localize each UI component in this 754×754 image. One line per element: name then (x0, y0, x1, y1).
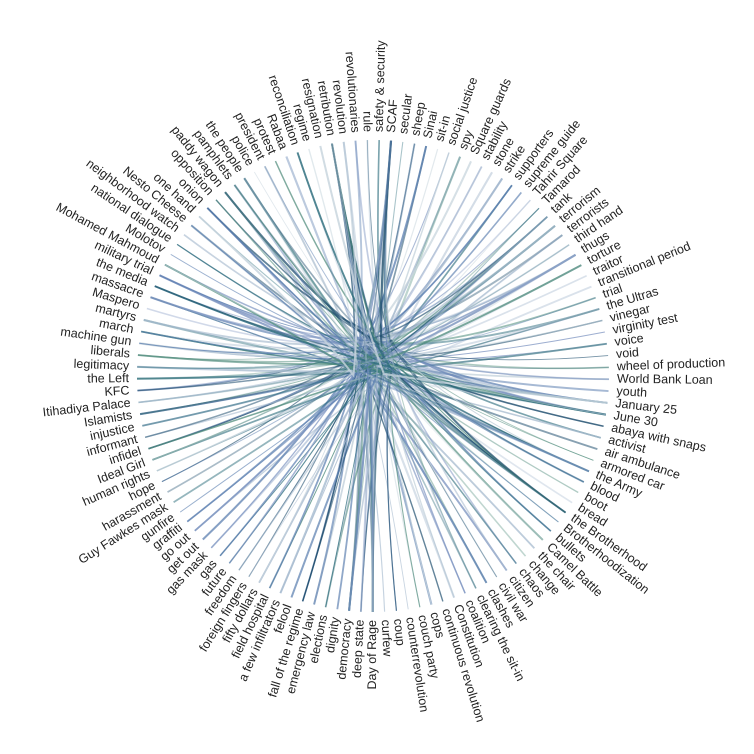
edge (198, 141, 358, 378)
node-label: cops (427, 610, 447, 639)
edge (167, 184, 376, 493)
edge (354, 140, 590, 473)
node-label: void (615, 345, 639, 361)
edge (190, 224, 590, 472)
node-label: curfew (379, 619, 395, 657)
node-label: revolutionaries (343, 51, 363, 133)
edge (234, 184, 548, 360)
node-label: dignity (323, 615, 342, 654)
node-label: wheel of production (616, 355, 726, 373)
edges (137, 140, 609, 613)
edge (224, 191, 600, 374)
node-label: spy (456, 128, 476, 152)
node-label: march (98, 316, 135, 336)
edge (243, 177, 385, 613)
edge (366, 140, 548, 350)
edge (138, 351, 508, 571)
edge (152, 160, 386, 461)
node-label: KFC (104, 383, 130, 399)
node-label: January 25 (615, 396, 678, 417)
node-label: secular (396, 93, 415, 135)
node-label: deep state (350, 619, 367, 678)
edge (254, 171, 606, 416)
edge (190, 224, 598, 451)
edge (215, 199, 566, 514)
node-label: Sinai (420, 109, 440, 139)
edge (263, 165, 374, 613)
node-label: trial (601, 281, 625, 301)
edge (137, 160, 391, 363)
node-label: the Left (87, 371, 129, 385)
node-label: rule (360, 111, 374, 132)
edge (285, 156, 585, 484)
node-label: liberals (90, 343, 131, 360)
edge (366, 140, 566, 513)
node-label: youth (616, 384, 647, 400)
node-label: SCAF (384, 99, 401, 134)
edge (342, 141, 600, 364)
edge (154, 143, 367, 354)
node-label: coup (391, 618, 408, 646)
node-label: revolution (330, 79, 351, 135)
node-label: World Bank Loan (617, 372, 713, 387)
edge (170, 253, 382, 523)
node-label: Day of Rage (365, 620, 379, 690)
node-label: safety & security (372, 39, 388, 132)
edge (354, 140, 548, 355)
node-label: sit-in (432, 114, 453, 143)
edge (159, 274, 376, 532)
edge (143, 224, 556, 346)
edge (164, 148, 358, 367)
edge (154, 152, 393, 369)
node-label: legitimacy (73, 357, 130, 373)
node-label: voice (614, 331, 645, 349)
node-label: democracy (334, 617, 354, 680)
edge (243, 177, 590, 473)
edge (319, 145, 608, 404)
node-label: sheep (408, 101, 428, 137)
edge (139, 274, 387, 354)
